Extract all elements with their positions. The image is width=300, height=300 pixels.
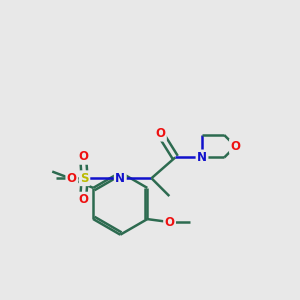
Text: O: O [155,127,165,140]
Text: O: O [78,193,88,206]
Text: S: S [80,172,89,185]
Text: O: O [78,150,88,163]
Text: N: N [197,151,207,164]
Text: N: N [115,172,125,185]
Text: O: O [165,216,175,229]
Text: O: O [67,172,77,185]
Text: O: O [230,140,241,153]
